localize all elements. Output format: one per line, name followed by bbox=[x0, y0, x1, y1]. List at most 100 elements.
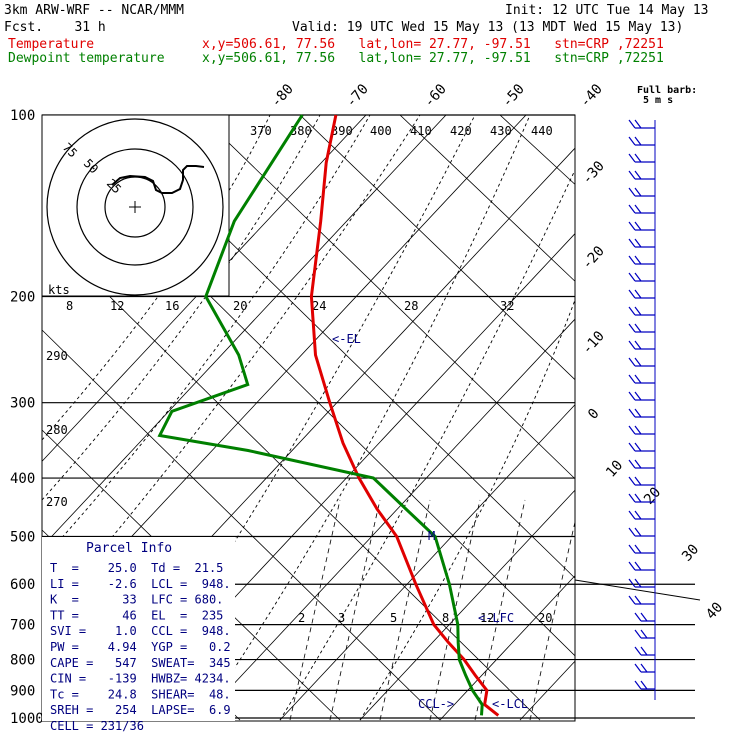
wind-barb bbox=[628, 272, 655, 282]
wind-barb bbox=[628, 153, 655, 163]
speed-tick: 8 bbox=[66, 299, 73, 313]
theta-label: 440 bbox=[531, 124, 553, 138]
speed-tick: 32 bbox=[500, 299, 514, 313]
wind-barb bbox=[628, 170, 655, 180]
theta-label: 290 bbox=[46, 349, 68, 363]
level-markers: <-EL <-LFC CCL-> <-LCL M bbox=[332, 332, 528, 711]
valid-time: Valid: 19 UTC Wed 15 May 13 (13 MDT Wed … bbox=[292, 20, 684, 35]
wind-barb bbox=[628, 187, 655, 197]
mixing-label: 20 bbox=[538, 611, 552, 625]
wind-barb bbox=[628, 221, 655, 231]
wind-barb bbox=[634, 663, 655, 673]
wind-barb bbox=[628, 476, 655, 486]
parcel-info-row: T = 25.0 Td = 21.5 bbox=[50, 561, 223, 575]
parcel-info-row: CIN = -139 HWBZ= 4234. bbox=[50, 672, 231, 686]
pressure-labels: 100 200 300 400 500 600 700 800 900 1000 bbox=[10, 108, 44, 727]
isotherm-label: -70 bbox=[343, 81, 372, 111]
wind-barb bbox=[628, 255, 655, 265]
isotherm-label: 10 bbox=[603, 457, 626, 480]
pressure-label: 800 bbox=[10, 653, 35, 669]
isotherm-label: -10 bbox=[579, 328, 608, 358]
pressure-label: 1000 bbox=[10, 711, 44, 727]
init-time: Init: 12 UTC Tue 14 May 13 bbox=[505, 3, 709, 18]
mixing-label: 12 bbox=[480, 611, 494, 625]
theta-label: 410 bbox=[410, 124, 432, 138]
isotherm-label: -80 bbox=[268, 81, 297, 111]
wind-barb bbox=[628, 578, 655, 588]
temperature-station-info: x,y=506.61, 77.56 lat,lon= 27.77, -97.51… bbox=[202, 37, 664, 52]
parcel-info-title: Parcel Info bbox=[86, 541, 172, 556]
speed-tick: 20 bbox=[233, 299, 247, 313]
mixing-label: 8 bbox=[442, 611, 449, 625]
wind-barb bbox=[628, 323, 655, 333]
isotherm-label: -50 bbox=[499, 81, 528, 111]
wind-barb bbox=[628, 204, 655, 214]
isotherm-label: -20 bbox=[579, 243, 608, 273]
wind-barb bbox=[634, 612, 655, 622]
pressure-label: 600 bbox=[10, 577, 35, 593]
mixing-ratio-labels: 2 3 5 8 12 20 bbox=[298, 611, 552, 625]
wind-barb bbox=[628, 340, 655, 350]
pressure-label: 700 bbox=[10, 618, 35, 634]
wind-barb bbox=[628, 391, 655, 401]
dewpoint-trace bbox=[157, 114, 484, 716]
isotherm-labels: -80 -70 -60 -50 -40 -30 -20 -10 0 10 20 … bbox=[268, 81, 726, 623]
parcel-info-row: Tc = 24.8 SHEAR= 48. bbox=[50, 687, 231, 701]
isotherm-label: 20 bbox=[641, 484, 664, 507]
wind-barb bbox=[628, 510, 655, 520]
theta-label: 420 bbox=[450, 124, 472, 138]
theta-label: 370 bbox=[250, 124, 272, 138]
model-title: 3km ARW-WRF -- NCAR/MMM bbox=[4, 3, 185, 18]
parcel-info-panel: Parcel Info T = 25.0 Td = 21.5 LI = -2.6 … bbox=[42, 537, 235, 733]
wind-barb bbox=[628, 442, 655, 452]
wind-barb bbox=[628, 595, 655, 605]
pressure-label: 100 bbox=[10, 108, 35, 124]
wind-barb bbox=[628, 527, 655, 537]
ccl-marker: CCL-> bbox=[418, 697, 454, 711]
wind-barb bbox=[628, 374, 655, 384]
parcel-info-row: LI = -2.6 LCL = 948. bbox=[50, 577, 231, 591]
theta-label: 280 bbox=[46, 423, 68, 437]
temperature-legend-label: Temperature bbox=[8, 37, 95, 52]
wind-barb bbox=[628, 306, 655, 316]
dewpoint-station-info: x,y=506.61, 77.56 lat,lon= 27.77, -97.51… bbox=[202, 51, 664, 66]
wind-barb bbox=[628, 561, 655, 571]
isotherm-label: 40 bbox=[703, 599, 726, 622]
speed-tick: 24 bbox=[312, 299, 326, 313]
wind-barb bbox=[628, 289, 655, 299]
speed-tick: 12 bbox=[110, 299, 124, 313]
wind-barb bbox=[628, 544, 655, 554]
full-barb-note: Full barb: bbox=[637, 85, 697, 96]
wind-barb bbox=[628, 408, 655, 418]
parcel-info-row: TT = 46 EL = 235 bbox=[50, 608, 223, 622]
wind-barbs bbox=[628, 119, 655, 690]
parcel-info-row: PW = 4.94 YGP = 0.2 bbox=[50, 640, 231, 654]
pressure-label: 200 bbox=[10, 290, 35, 306]
isotherm-label: 0 bbox=[585, 406, 603, 423]
wind-barb bbox=[628, 459, 655, 469]
isotherm-label: -40 bbox=[577, 81, 606, 111]
wind-barb bbox=[634, 646, 655, 656]
mixing-label: 3 bbox=[338, 611, 345, 625]
isotherm-label: -60 bbox=[421, 81, 450, 111]
pressure-label: 500 bbox=[10, 529, 35, 545]
pressure-label: 900 bbox=[10, 683, 35, 699]
isotherm-label: -30 bbox=[579, 158, 608, 188]
wind-barb bbox=[634, 680, 655, 690]
theta-label: 400 bbox=[370, 124, 392, 138]
lcl-marker: <-LCL bbox=[492, 697, 528, 711]
pressure-label: 400 bbox=[10, 471, 35, 487]
theta-label: 430 bbox=[490, 124, 512, 138]
full-barb-unit: 5 m s bbox=[643, 95, 673, 106]
parcel-info-row: SVI = 1.0 CCL = 948. bbox=[50, 624, 231, 638]
wind-barb bbox=[628, 357, 655, 367]
mixing-label: 5 bbox=[390, 611, 397, 625]
parcel-info-row: SREH = 254 LAPSE= 6.9 bbox=[50, 703, 231, 717]
parcel-info-row: CAPE = 547 SWEAT= 345 bbox=[50, 656, 231, 670]
parcel-info-row: K = 33 LFC = 680. bbox=[50, 593, 223, 607]
pressure-label: 300 bbox=[10, 396, 35, 412]
temperature-trace bbox=[309, 114, 500, 717]
mixing-ratio-lines bbox=[289, 499, 575, 721]
forecast-hour: Fcst. 31 h bbox=[4, 20, 106, 35]
